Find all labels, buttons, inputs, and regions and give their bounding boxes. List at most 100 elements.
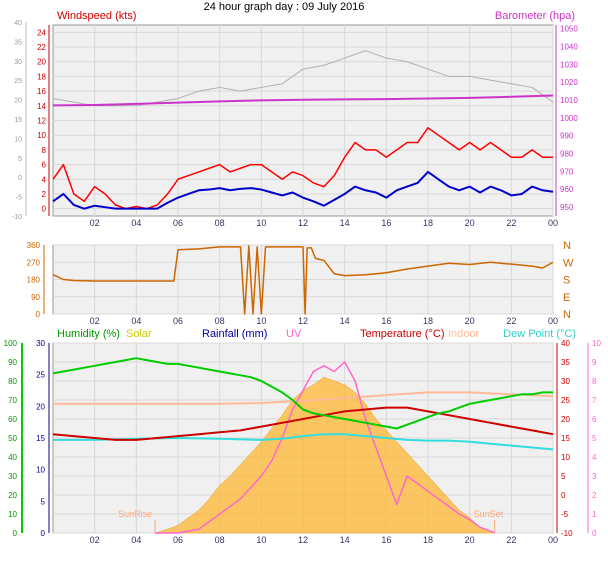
wind-y-tick-label: 6	[42, 161, 47, 170]
rain-y-tick-label: 20	[36, 402, 45, 411]
rain-y-tick-label: 30	[36, 339, 45, 348]
temperature-label: Temperature (°C)	[360, 328, 444, 340]
temp-panel: Humidity (%) Solar Rainfall (mm) UV Temp…	[4, 328, 602, 545]
x-tick-label: 16	[381, 218, 391, 228]
x-tick-label: 04	[131, 218, 141, 228]
wind-outer-tick-label: 35	[14, 39, 22, 46]
direction-panel: 02 04 06 08 10 12 14 16 18 20 22 00360270180900NWSE…	[27, 240, 574, 326]
wind-y-tick-label: 14	[37, 102, 46, 111]
compass-tick-label: N	[563, 240, 571, 252]
rain-y-tick-label: 5	[41, 497, 46, 506]
temp-y-tick-label: -5	[561, 510, 569, 519]
uv-y-tick-label: 1	[592, 510, 597, 519]
humidity-y-tick-label: 60	[8, 415, 17, 424]
wind-axes: 02 04 06 08 10 12 14 16 18 20 22 002422201816141210…	[12, 20, 578, 228]
uv-y-tick-label: 9	[592, 358, 597, 367]
humidity-line	[52, 357, 553, 430]
baro-y-tick-label: 1020	[560, 78, 578, 87]
humidity-y-tick-label: 20	[8, 491, 17, 500]
solar-area	[155, 376, 495, 534]
rainfall-label: Rainfall (mm)	[202, 328, 267, 340]
x-tick-label: 06	[173, 316, 183, 326]
x-tick-label: 00	[548, 535, 558, 545]
direction-series	[52, 245, 554, 315]
wind-outer-tick-label: -5	[16, 195, 22, 202]
rain-y-tick-label: 15	[36, 434, 45, 443]
wind-y-tick-label: 2	[42, 190, 47, 199]
wind-y-tick-label: 10	[37, 131, 46, 140]
compass-tick-label: N	[563, 309, 571, 321]
x-tick-label: 22	[506, 316, 516, 326]
x-tick-label: 20	[465, 218, 475, 228]
indoor-label: Indoor	[448, 328, 480, 340]
humidity-y-tick-label: 30	[8, 472, 17, 481]
x-tick-label: 04	[131, 316, 141, 326]
baro-y-tick-label: 1050	[560, 25, 578, 34]
x-tick-label: 00	[548, 218, 558, 228]
x-tick-label: 16	[381, 535, 391, 545]
x-tick-label: 08	[215, 316, 225, 326]
wind-outer-tick-label: 20	[14, 98, 22, 105]
temp-y-tick-label: 25	[561, 396, 570, 405]
rain-y-tick-label: 0	[41, 529, 46, 538]
x-tick-label: 20	[465, 316, 475, 326]
temp-axes: 02 04 06 08 10 12 14 16 18 20 22 001009080706050403…	[4, 339, 602, 545]
x-tick-label: 18	[423, 218, 433, 228]
x-tick-label: 22	[506, 218, 516, 228]
baro-y-tick-label: 970	[560, 167, 574, 176]
sunset-label: SunSet	[474, 509, 504, 519]
wind-baro-panel: Windspeed (kts) Barometer (hpa) 02 04 06 08…	[12, 10, 578, 228]
compass-tick-label: S	[563, 275, 570, 287]
direction-y-tick-label: 360	[27, 241, 41, 250]
temperature-line	[52, 406, 554, 441]
x-tick-label: 04	[131, 535, 141, 545]
graph-title: 24 hour graph day : 09 July 2016	[204, 1, 365, 13]
direction-y-tick-label: 90	[31, 293, 40, 302]
wind-outer-tick-label: 15	[14, 117, 22, 124]
uv-line	[155, 361, 495, 534]
humidity-y-tick-label: 100	[4, 339, 18, 348]
temp-y-tick-label: 5	[561, 472, 566, 481]
compass-tick-label: W	[563, 257, 574, 269]
wind-y-tick-label: 4	[42, 175, 47, 184]
wind-y-tick-label: 16	[37, 87, 46, 96]
x-tick-label: 06	[173, 535, 183, 545]
sunrise-label: SunRise	[118, 509, 152, 519]
temp-series: SunRise SunSet	[52, 357, 554, 534]
wind-direction-line	[52, 245, 554, 315]
x-tick-label: 12	[298, 316, 308, 326]
x-tick-label: 02	[90, 535, 100, 545]
baro-y-tick-label: 1040	[560, 42, 578, 51]
wind-outer-tick-label: 5	[18, 156, 22, 163]
baro-y-tick-label: 1030	[560, 60, 578, 69]
solar-label: Solar	[126, 328, 152, 340]
humidity-y-tick-label: 10	[8, 510, 17, 519]
x-tick-label: 08	[215, 535, 225, 545]
uv-label: UV	[286, 328, 302, 340]
wind-outer-tick-label: 10	[14, 136, 22, 143]
wind-y-tick-label: 8	[42, 146, 47, 155]
wind-y-tick-label: 20	[37, 58, 46, 67]
x-tick-label: 08	[215, 218, 225, 228]
dewpoint-line	[53, 433, 554, 451]
baro-y-tick-label: 950	[560, 203, 574, 212]
x-tick-label: 12	[298, 535, 308, 545]
rain-y-tick-label: 10	[36, 466, 45, 475]
temp-y-tick-label: 15	[561, 434, 570, 443]
x-tick-label: 12	[298, 218, 308, 228]
indoor-temp-line	[53, 391, 554, 405]
x-tick-label: 10	[256, 218, 266, 228]
humidity-y-tick-label: 0	[13, 529, 18, 538]
uv-y-tick-label: 4	[592, 453, 597, 462]
wind-outer-tick-label: 0	[18, 175, 22, 182]
uv-y-tick-label: 0	[592, 529, 597, 538]
wind-y-tick-label: 0	[42, 205, 47, 214]
uv-y-tick-label: 7	[592, 396, 597, 405]
compass-tick-label: E	[563, 292, 570, 304]
barometer-label: Barometer (hpa)	[495, 10, 575, 22]
x-tick-label: 22	[506, 535, 516, 545]
temp-y-tick-label: 0	[561, 491, 566, 500]
uv-y-tick-label: 6	[592, 415, 597, 424]
baro-y-tick-label: 1000	[560, 114, 578, 123]
wind-outer-tick-label: -10	[12, 214, 22, 221]
